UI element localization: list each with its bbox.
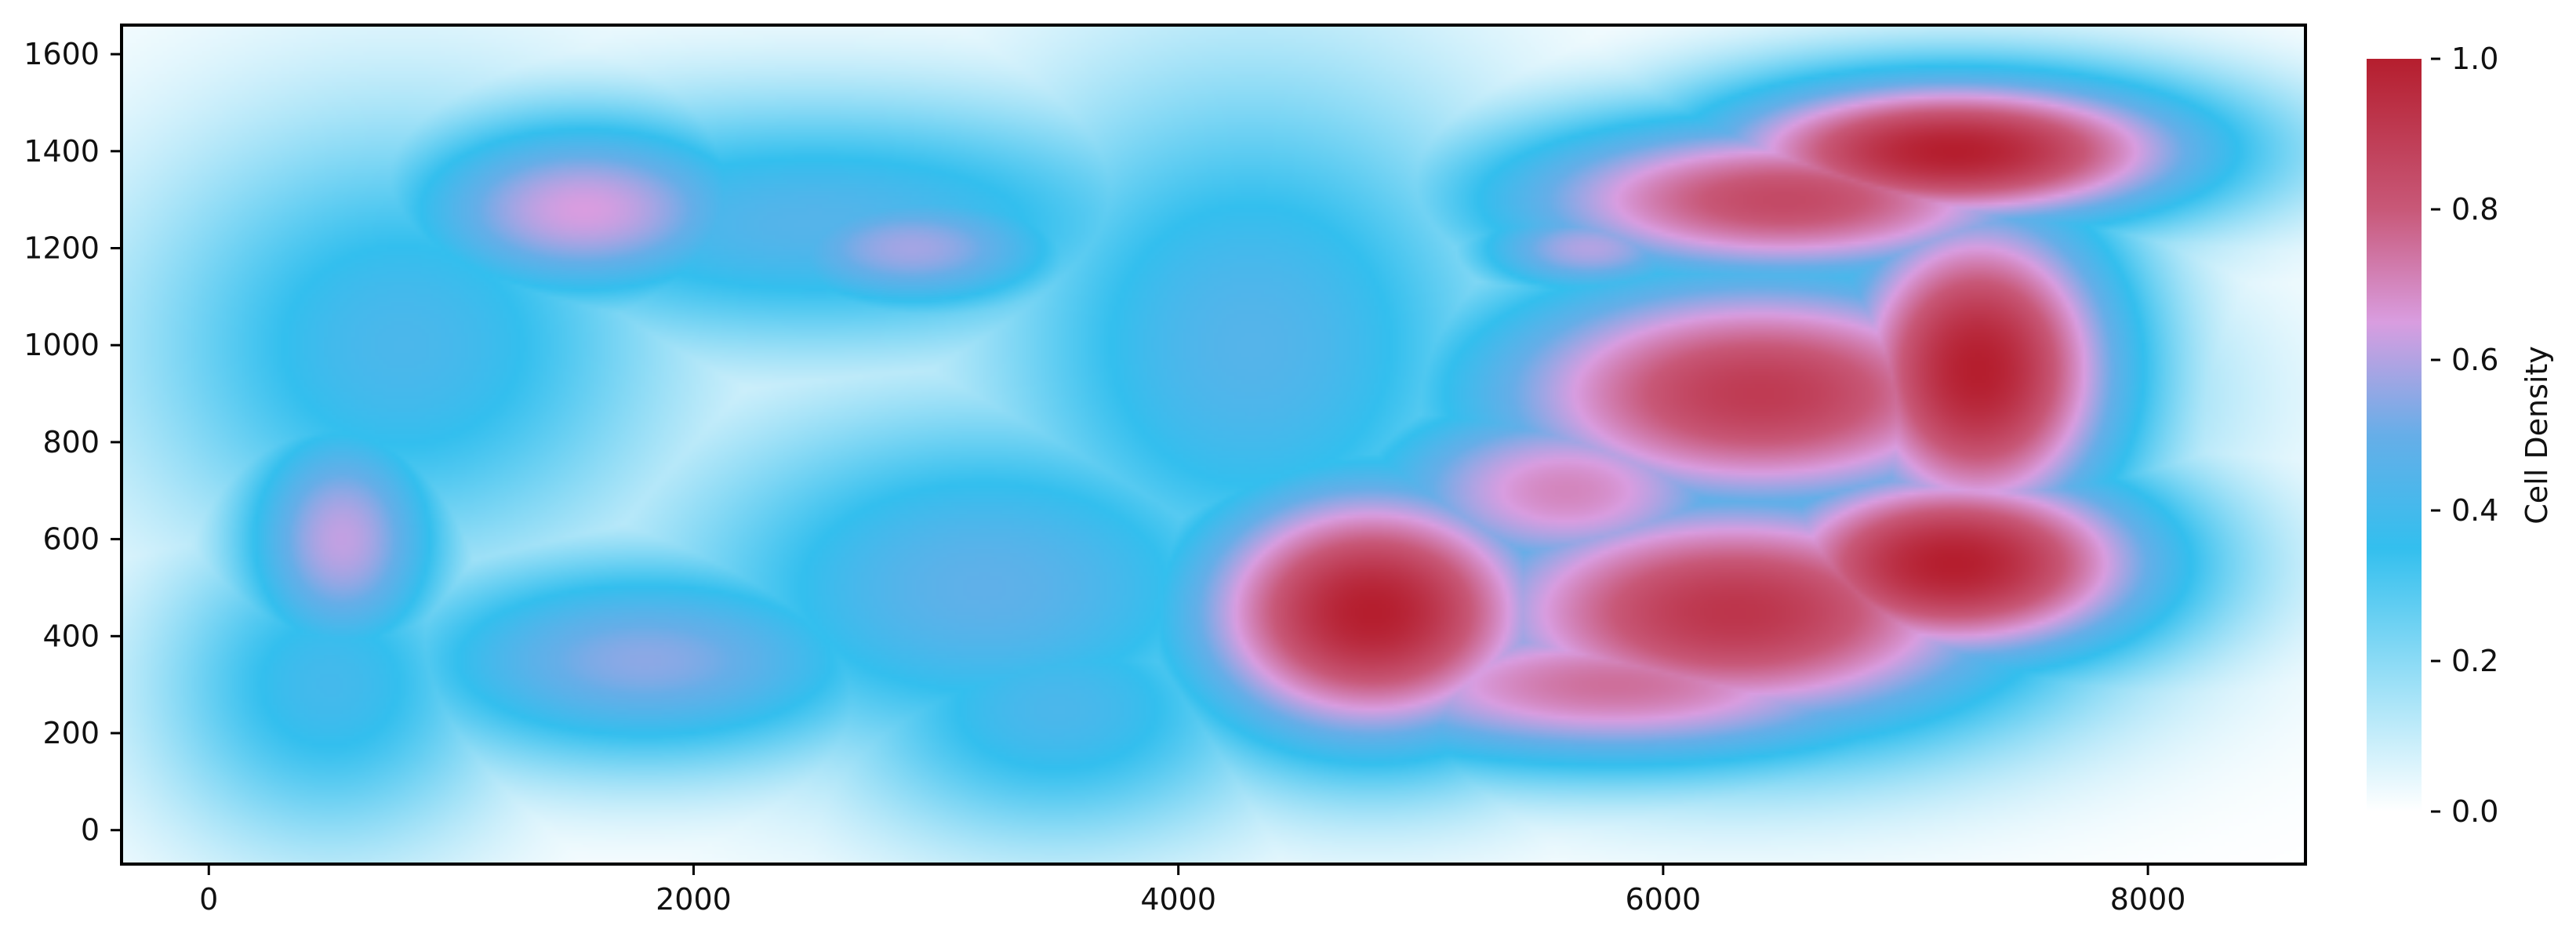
x-tick-label: 0	[199, 882, 218, 917]
x-tick-label: 2000	[656, 882, 732, 917]
colorbar: 0.0 0.2 0.4 0.6 0.8 1.0 Cell Density	[2367, 42, 2554, 829]
colorbar-tick-label: 1.0	[2451, 42, 2498, 76]
colorbar-label: Cell Density	[2520, 346, 2554, 525]
plot-area	[120, 24, 2307, 866]
x-tick-label: 6000	[1626, 882, 1702, 917]
colorbar-tick-label: 0.2	[2451, 644, 2498, 678]
x-tick-label: 8000	[2110, 882, 2186, 917]
colorbar-tick-label: 0.0	[2451, 794, 2498, 829]
y-tick-label: 800	[42, 425, 100, 459]
y-tick-label: 1600	[24, 37, 100, 71]
y-tick-label: 1200	[24, 231, 100, 266]
x-axis: 0 2000 4000 6000 8000	[199, 864, 2185, 917]
y-tick-label: 400	[42, 619, 100, 653]
plot-frame	[120, 24, 2307, 866]
y-tick-label: 1400	[24, 134, 100, 169]
y-tick-label: 0	[81, 813, 100, 848]
y-axis: 0 200 400 600 800 1000 1200 1400 1600	[24, 37, 122, 848]
colorbar-ticks: 0.0 0.2 0.4 0.6 0.8 1.0	[2431, 42, 2498, 829]
colorbar-tick-label: 0.4	[2451, 493, 2498, 528]
colorbar-gradient	[2367, 59, 2422, 812]
colorbar-tick-label: 0.8	[2451, 192, 2498, 227]
y-tick-label: 200	[42, 716, 100, 750]
y-tick-label: 600	[42, 522, 100, 557]
colorbar-tick-label: 0.6	[2451, 343, 2498, 377]
y-tick-label: 1000	[24, 328, 100, 362]
density-heatmap	[122, 25, 2305, 864]
x-tick-label: 4000	[1140, 882, 1216, 917]
